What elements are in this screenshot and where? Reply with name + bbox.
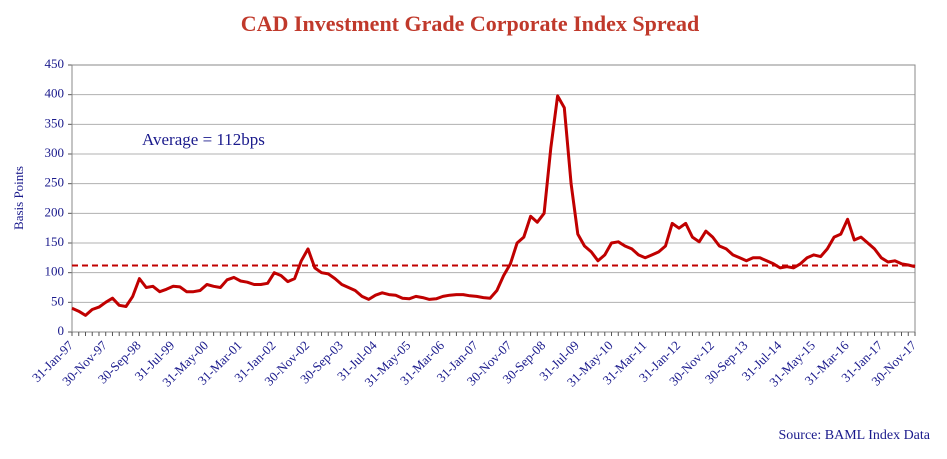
source: Source: BAML Index Data: [779, 428, 931, 443]
y-tick-label: 50: [51, 293, 64, 308]
annotation: Average = 112bps: [142, 130, 265, 149]
y-tick-label: 100: [45, 264, 65, 279]
plot-border: [71, 64, 916, 333]
y-tick-label: 0: [58, 323, 65, 338]
y-tick-label: 250: [45, 175, 65, 190]
y-tick-label: 300: [45, 145, 65, 160]
chart-title: CAD Investment Grade Corporate Index Spr…: [241, 11, 700, 36]
y-axis-label: Basis Points: [11, 166, 26, 230]
y-tick-label: 150: [45, 234, 65, 249]
y-tick-label: 200: [45, 204, 65, 219]
y-tick-label: 400: [45, 86, 65, 101]
spread-line: [71, 94, 916, 317]
y-tick-label: 450: [45, 56, 65, 71]
y-tick-label: 350: [45, 115, 65, 130]
